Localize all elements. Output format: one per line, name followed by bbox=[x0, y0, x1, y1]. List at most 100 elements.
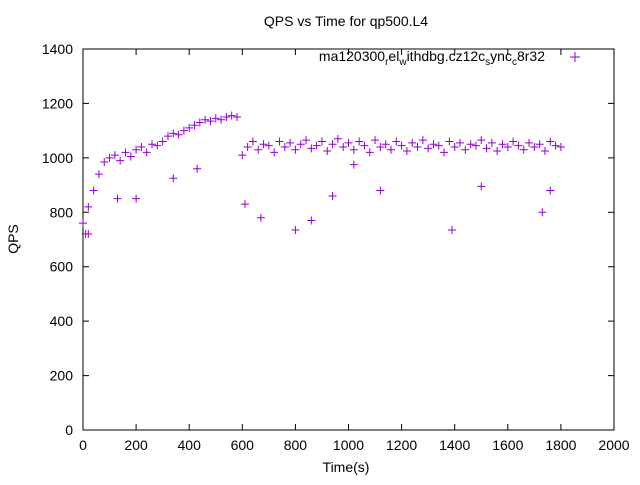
x-tick-label: 1400 bbox=[439, 437, 470, 453]
data-point bbox=[132, 145, 141, 154]
data-point bbox=[142, 148, 151, 157]
data-point bbox=[317, 137, 326, 146]
data-point bbox=[307, 216, 316, 225]
data-point bbox=[222, 113, 231, 122]
data-point bbox=[376, 186, 385, 195]
data-point bbox=[339, 142, 348, 151]
data-point bbox=[286, 138, 295, 147]
data-point bbox=[360, 141, 369, 150]
data-point bbox=[487, 138, 496, 147]
data-point bbox=[540, 147, 549, 156]
data-point bbox=[137, 142, 146, 151]
data-point bbox=[381, 140, 390, 149]
data-point bbox=[163, 132, 172, 141]
y-tick-label: 1200 bbox=[42, 95, 73, 111]
data-point bbox=[525, 138, 534, 147]
x-tick-label: 1600 bbox=[492, 437, 523, 453]
data-point bbox=[466, 140, 475, 149]
data-point bbox=[201, 115, 210, 124]
y-tick-label: 0 bbox=[65, 422, 73, 438]
data-point bbox=[349, 145, 358, 154]
data-point bbox=[264, 141, 273, 150]
data-point bbox=[227, 111, 236, 120]
data-point bbox=[503, 142, 512, 151]
legend: ma120300relwithdbg.cz12csyncc8r32 bbox=[319, 48, 580, 68]
data-point bbox=[232, 113, 241, 122]
data-point bbox=[174, 130, 183, 139]
data-point bbox=[291, 145, 300, 154]
data-point bbox=[519, 145, 528, 154]
data-point bbox=[514, 141, 523, 150]
data-point bbox=[456, 138, 465, 147]
data-point bbox=[493, 147, 502, 156]
data-point bbox=[498, 140, 507, 149]
data-point bbox=[296, 140, 305, 149]
data-point bbox=[413, 142, 422, 151]
data-point bbox=[240, 200, 249, 209]
data-point bbox=[349, 160, 358, 169]
data-point bbox=[254, 145, 263, 154]
x-tick-label: 1000 bbox=[333, 437, 364, 453]
data-point bbox=[256, 213, 265, 222]
data-point bbox=[190, 121, 199, 130]
data-point bbox=[477, 136, 486, 145]
data-point bbox=[217, 115, 226, 124]
data-point bbox=[538, 208, 547, 217]
data-point bbox=[132, 194, 141, 203]
data-points bbox=[79, 111, 565, 239]
data-point bbox=[238, 151, 247, 160]
data-point bbox=[259, 140, 268, 149]
data-point bbox=[434, 141, 443, 150]
data-point bbox=[392, 137, 401, 146]
data-point bbox=[100, 157, 109, 166]
data-point bbox=[328, 140, 337, 149]
data-point bbox=[546, 186, 555, 195]
data-point bbox=[121, 148, 130, 157]
data-point bbox=[355, 137, 364, 146]
data-point bbox=[471, 141, 480, 150]
data-point bbox=[445, 137, 454, 146]
data-point bbox=[386, 145, 395, 154]
data-point bbox=[79, 219, 87, 228]
plot-border bbox=[82, 48, 615, 431]
data-point bbox=[397, 141, 406, 150]
legend-marker bbox=[570, 52, 580, 62]
chart-title: QPS vs Time for qp500.L4 bbox=[264, 13, 428, 29]
data-point bbox=[248, 137, 257, 146]
data-point bbox=[110, 151, 119, 160]
data-point bbox=[482, 144, 491, 153]
x-tick-label: 200 bbox=[124, 437, 148, 453]
data-point bbox=[333, 134, 342, 143]
data-point bbox=[84, 202, 93, 211]
y-tick-label: 400 bbox=[50, 313, 74, 329]
data-point bbox=[365, 148, 374, 157]
data-point bbox=[307, 144, 316, 153]
data-point bbox=[126, 152, 135, 161]
data-point bbox=[424, 144, 433, 153]
x-tick-label: 0 bbox=[79, 437, 87, 453]
data-point bbox=[206, 117, 215, 126]
data-point bbox=[211, 114, 220, 123]
y-tick-label: 800 bbox=[50, 204, 74, 220]
data-point bbox=[158, 137, 167, 146]
data-point bbox=[169, 129, 178, 138]
data-point bbox=[179, 126, 188, 135]
data-point bbox=[84, 230, 93, 239]
data-point bbox=[551, 141, 560, 150]
data-point bbox=[408, 138, 417, 147]
x-tick-label: 400 bbox=[178, 437, 202, 453]
data-point bbox=[402, 147, 411, 156]
x-axis-label: Time(s) bbox=[323, 459, 370, 475]
data-point bbox=[105, 153, 114, 162]
data-point bbox=[185, 123, 194, 132]
data-point bbox=[89, 186, 98, 195]
data-point bbox=[530, 142, 539, 151]
data-point bbox=[371, 136, 380, 145]
data-point bbox=[418, 136, 427, 145]
data-point bbox=[193, 164, 202, 173]
data-point bbox=[450, 142, 459, 151]
data-point bbox=[509, 137, 518, 146]
data-point bbox=[153, 141, 162, 150]
